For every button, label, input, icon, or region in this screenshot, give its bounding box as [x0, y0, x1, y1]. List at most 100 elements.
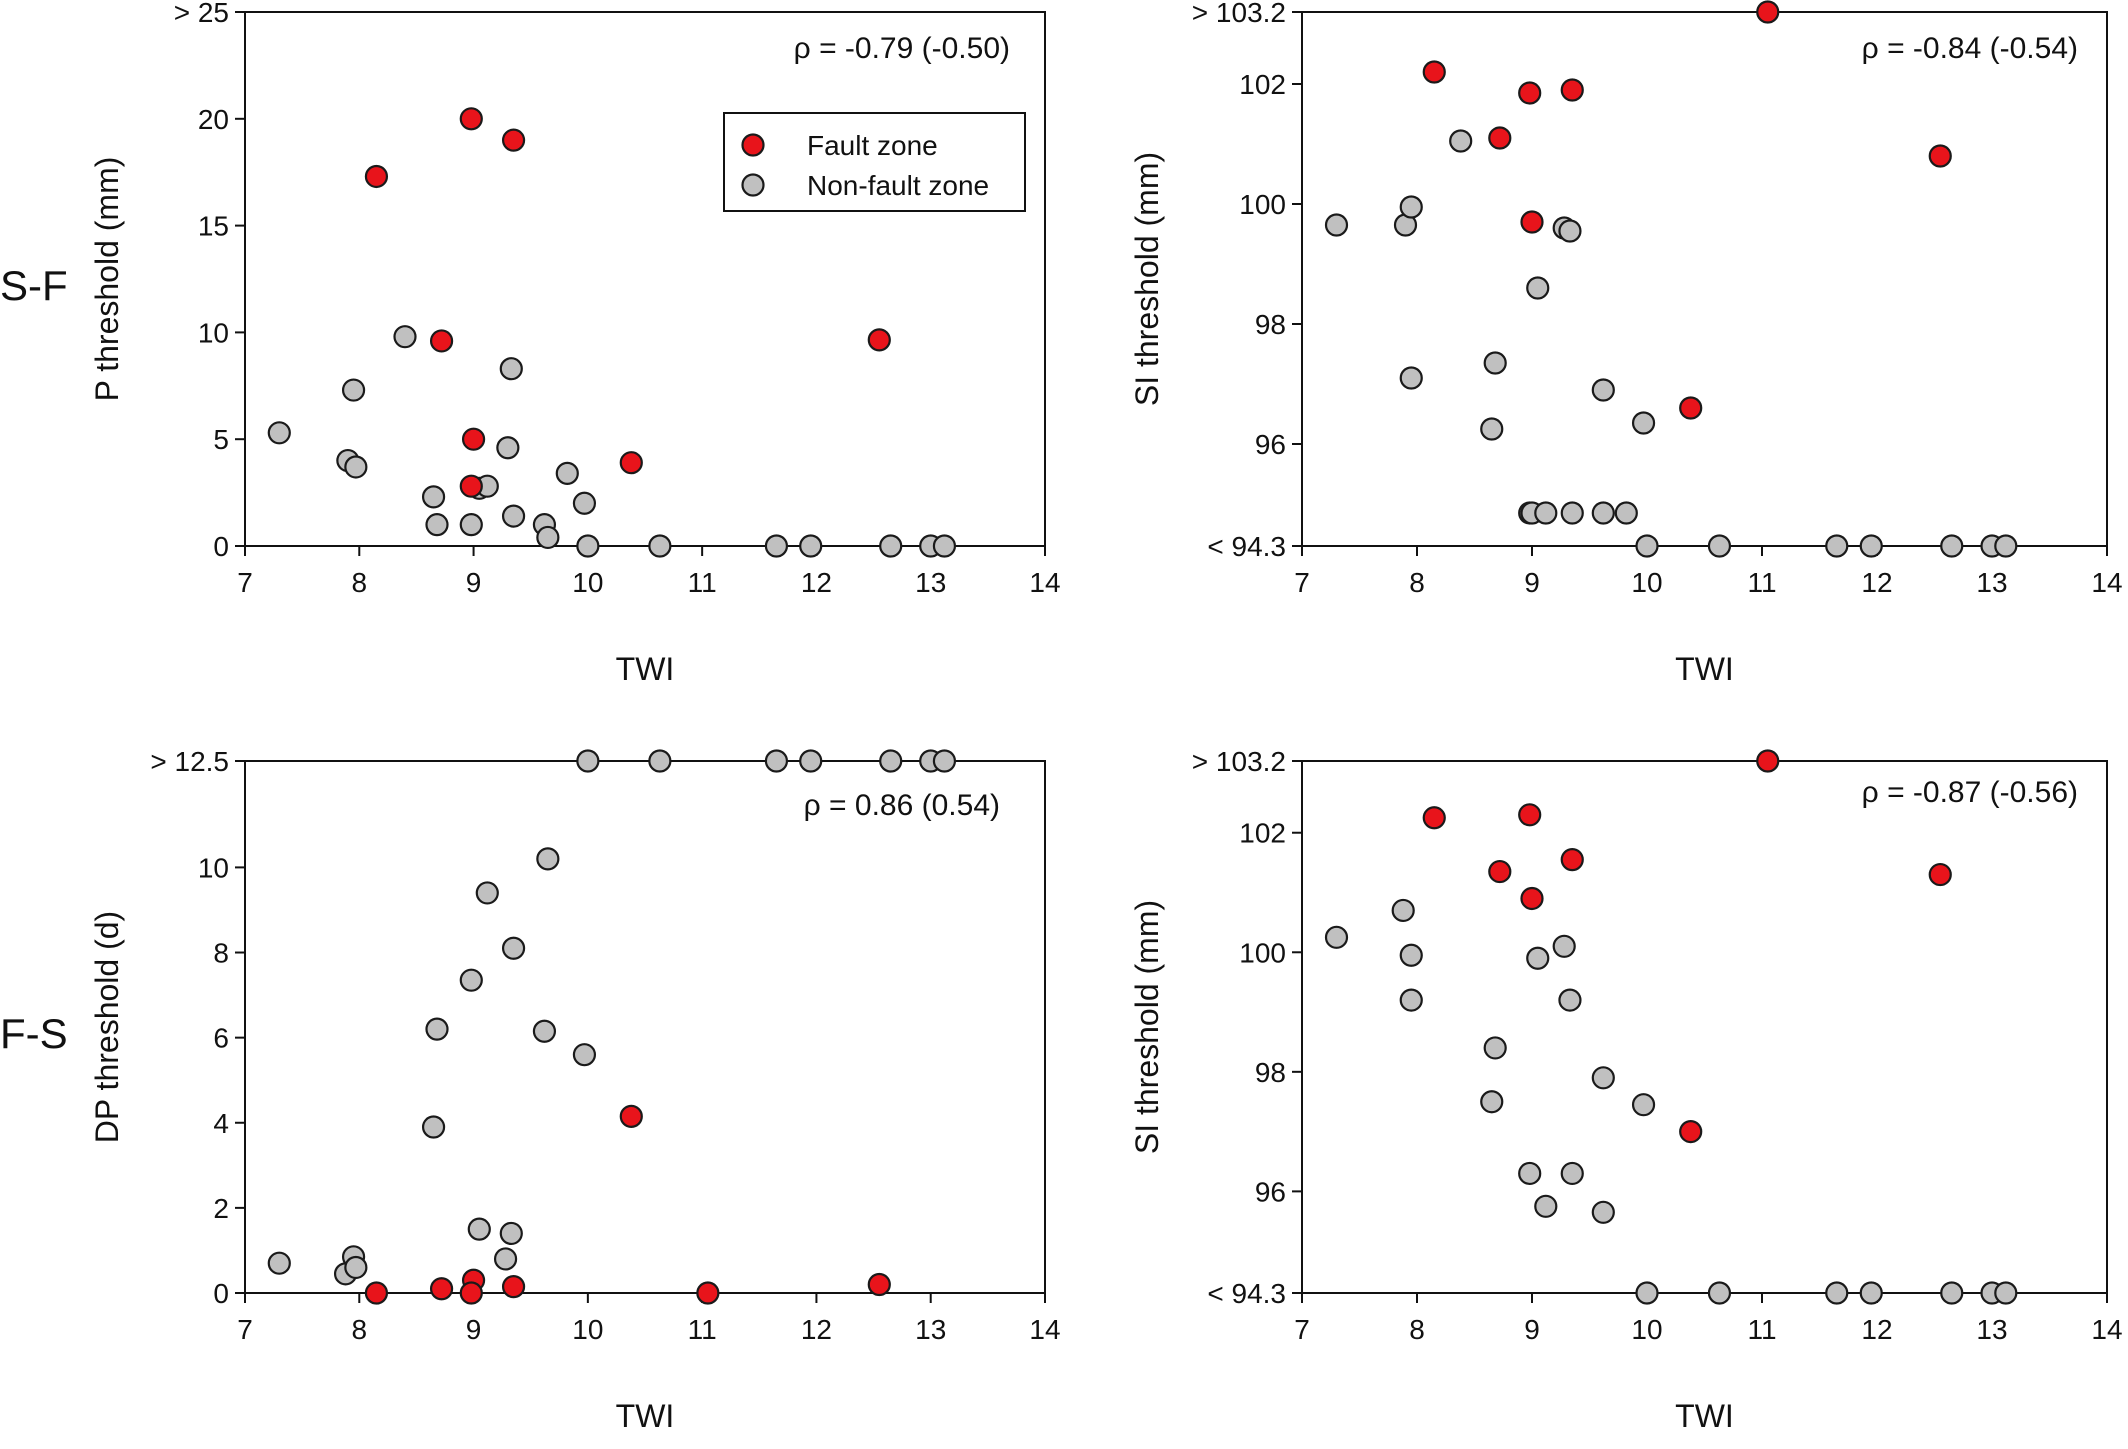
fault-zone-point	[429, 329, 454, 353]
y-tick-label: 98	[1255, 309, 1286, 340]
y-tick-label: 0	[213, 1278, 229, 1309]
x-tick-label: 9	[466, 567, 482, 598]
non-fault-zone-point	[1825, 1281, 1849, 1305]
fault-zone-point	[1422, 806, 1446, 830]
x-tick-label: 11	[688, 567, 717, 598]
y-tick-label: < 94.3	[1207, 1278, 1286, 1309]
non-fault-zone-point	[879, 749, 903, 773]
non-fault-zone-point	[648, 534, 672, 558]
x-tick-label: 13	[1976, 567, 2007, 598]
y-axis-label: DP threshold (d)	[89, 911, 125, 1143]
fault-zone-point	[459, 474, 483, 498]
fault-zone-point	[1756, 749, 1780, 773]
fault-zone-point	[1560, 78, 1584, 102]
non-fault-zone-point	[1635, 534, 1659, 558]
x-tick-label: 8	[1409, 567, 1425, 598]
y-tick-label: 2	[213, 1193, 229, 1224]
non-fault-zone-point	[1591, 501, 1615, 525]
non-fault-zone-point	[1391, 898, 1415, 923]
x-tick-label: 10	[1631, 1314, 1662, 1345]
non-fault-zone-point	[1994, 1281, 2018, 1305]
rho-annotation: ρ = -0.84 (-0.54)	[1862, 32, 2078, 65]
x-tick-label: 13	[915, 567, 946, 598]
y-tick-label: 5	[213, 424, 229, 455]
non-fault-zone-point	[1994, 534, 2018, 558]
y-tick-label: 96	[1255, 429, 1286, 460]
non-fault-zone-point	[1552, 934, 1576, 958]
fault-zone-point	[867, 328, 891, 352]
fault-zone-point	[619, 1104, 643, 1128]
x-tick-label: 12	[801, 1314, 832, 1345]
non-fault-zone-point	[341, 378, 366, 402]
non-fault-zone-point	[1560, 501, 1584, 525]
y-tick-label: 96	[1255, 1176, 1286, 1207]
non-fault-zone-point	[1631, 411, 1656, 435]
x-tick-label: 14	[1029, 567, 1060, 598]
y-axis-label: SI threshold (mm)	[1129, 152, 1165, 406]
non-fault-zone-point	[1480, 417, 1504, 441]
legend-fault-label: Fault zone	[807, 130, 938, 161]
x-axis-label: TWI	[1675, 1398, 1734, 1434]
non-fault-zone-point	[1518, 1161, 1542, 1186]
non-fault-zone-point	[648, 749, 672, 773]
non-fault-zone-point	[1859, 1281, 1883, 1305]
non-fault-zone-point	[1399, 195, 1423, 219]
non-fault-zone-point	[499, 357, 523, 381]
fault-zone-point	[1422, 60, 1446, 84]
fault-zone-point	[429, 1277, 454, 1301]
fault-zone-point	[1520, 210, 1544, 234]
non-fault-zone-point	[1534, 501, 1558, 525]
x-tick-label: 13	[915, 1314, 946, 1345]
x-tick-label: 8	[351, 1314, 367, 1345]
fault-zone-point	[1928, 144, 1952, 168]
y-tick-label: 100	[1239, 937, 1286, 968]
non-fault-zone-point	[1635, 1281, 1659, 1305]
row-label-f-s: F-S	[0, 1010, 68, 1057]
y-tick-label: 4	[213, 1108, 229, 1139]
non-fault-zone-point	[1324, 213, 1349, 237]
fault-zone-point	[619, 451, 643, 475]
x-tick-label: 11	[688, 1314, 717, 1345]
legend-box	[723, 112, 1026, 212]
non-fault-zone-point	[267, 421, 291, 445]
non-fault-zone-point	[459, 513, 483, 537]
fault-zone-point	[459, 107, 483, 131]
non-fault-zone-point	[1631, 1093, 1656, 1117]
fault-zone-point	[1560, 848, 1584, 872]
y-tick-label: 10	[198, 317, 229, 348]
non-fault-zone-point	[1324, 925, 1349, 949]
fault-zone-point	[867, 1272, 891, 1297]
non-fault-zone-point	[576, 534, 600, 558]
non-fault-zone-point	[1526, 946, 1550, 970]
x-axis-label: TWI	[616, 1398, 675, 1434]
non-fault-zone-point	[493, 1247, 518, 1271]
non-fault-zone-point	[1558, 988, 1582, 1012]
non-fault-zone-point	[879, 534, 903, 558]
plot-frame	[244, 11, 1046, 547]
y-tick-label: > 103.2	[1192, 746, 1286, 777]
x-tick-label: 7	[237, 567, 253, 598]
non-fault-zone-point	[425, 1017, 449, 1041]
fault-zone-point	[1488, 126, 1512, 150]
rho-annotation: ρ = -0.79 (-0.50)	[794, 32, 1010, 65]
x-tick-label: 14	[1029, 1314, 1060, 1345]
non-fault-zone-point	[393, 325, 417, 349]
plot-frame	[244, 760, 1046, 1294]
x-tick-label: 14	[2091, 567, 2122, 598]
fault-zone-point	[461, 427, 486, 451]
non-fault-zone-point	[267, 1251, 291, 1275]
non-fault-zone-point	[1940, 534, 1964, 558]
y-tick-label: 102	[1239, 818, 1286, 849]
fault-zone-point	[1518, 81, 1542, 105]
non-fault-zone-point	[1707, 1281, 1732, 1305]
y-tick-label: 102	[1239, 69, 1286, 100]
x-tick-label: 8	[1409, 1314, 1425, 1345]
fault-zone-point	[1928, 862, 1952, 887]
non-fault-zone-point	[576, 749, 600, 773]
non-fault-zone-point	[555, 461, 579, 485]
y-tick-label: > 12.5	[150, 746, 229, 777]
x-axis-label: TWI	[616, 651, 675, 687]
fault-zone-point	[1518, 803, 1542, 827]
rho-annotation: ρ = 0.86 (0.54)	[804, 789, 1000, 822]
